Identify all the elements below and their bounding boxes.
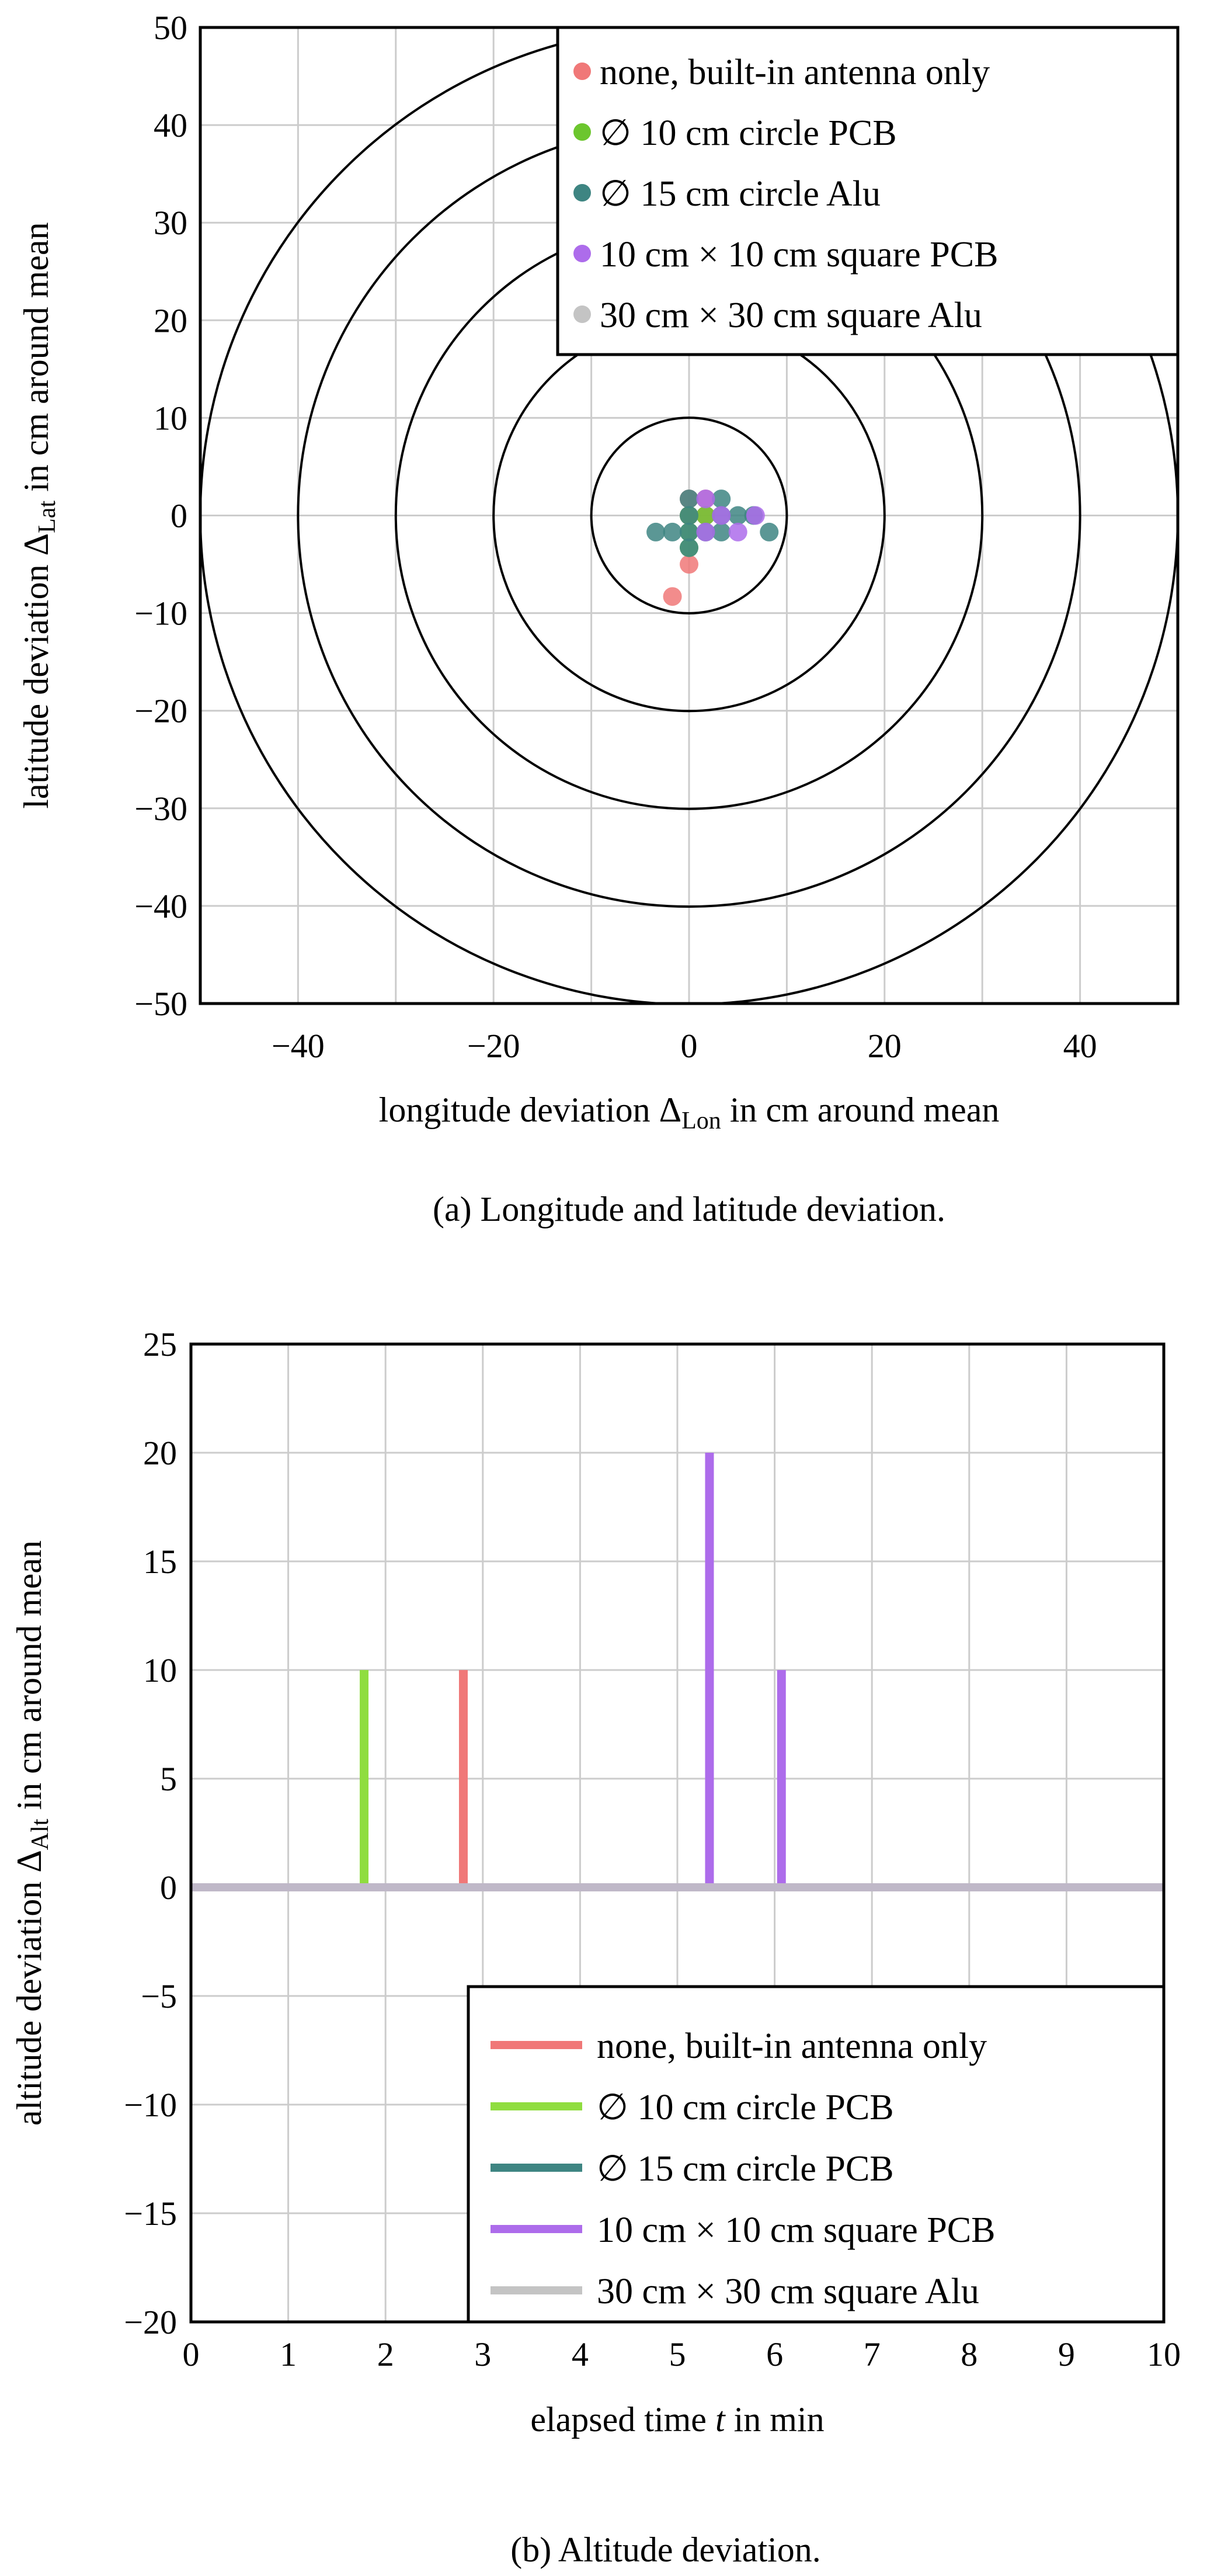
- y-tick-label: 30: [154, 204, 187, 242]
- data-point: [663, 522, 682, 541]
- legend: none, built-in antenna only ∅ 10 cm circl…: [467, 1985, 1166, 2324]
- legend-marker: [573, 184, 591, 202]
- x-tick-label: 1: [280, 2335, 297, 2373]
- legend-label: ∅ 15 cm circle Alu: [600, 174, 881, 214]
- data-point: [680, 522, 698, 541]
- series-3: [696, 489, 765, 541]
- x-tick-label: 3: [474, 2335, 491, 2373]
- x-label-text: elapsed time: [530, 2400, 715, 2439]
- y-tick-label: 20: [143, 1434, 177, 1472]
- x-label-text: longitude deviation Δ: [379, 1091, 682, 1129]
- x-axis-label: elapsed time t in min: [530, 2400, 824, 2439]
- legend-marker: [573, 123, 591, 141]
- data-point: [696, 506, 715, 525]
- y-tick-label: 10: [143, 1651, 177, 1689]
- x-tick-label: 40: [1063, 1027, 1097, 1065]
- y-tick-label: 15: [143, 1543, 177, 1581]
- y-tick-label: 5: [160, 1760, 177, 1798]
- y-tick-label: 10: [154, 399, 187, 437]
- y-axis-label: latitude deviation ΔLat in cm around mea…: [17, 222, 61, 808]
- data-point: [712, 522, 731, 541]
- caption-a: (a) Longitude and latitude deviation.: [433, 1190, 945, 1228]
- legend-label: 30 cm × 30 cm square Alu: [597, 2272, 979, 2311]
- data-point: [712, 506, 731, 525]
- data-point: [746, 506, 765, 525]
- y-tick-label: −20: [124, 2303, 177, 2341]
- x-tick-label: 8: [961, 2335, 978, 2373]
- data-point: [760, 522, 779, 541]
- data-point: [680, 538, 698, 557]
- x-tick-label: 0: [183, 2335, 200, 2373]
- x-tick-label: 6: [766, 2335, 783, 2373]
- y-label-text: in cm around mean: [10, 1540, 48, 1819]
- legend-marker: [573, 245, 591, 262]
- x-label-text: in cm around mean: [721, 1091, 1000, 1129]
- x-tick-label: 9: [1058, 2335, 1075, 2373]
- legend-label: none, built-in antenna only: [600, 53, 990, 92]
- y-label-subscript: Alt: [27, 1818, 54, 1850]
- y-tick-label: −30: [134, 790, 187, 828]
- data-point: [728, 522, 747, 541]
- x-tick-label: 0: [681, 1027, 698, 1065]
- data-point: [680, 506, 698, 525]
- x-tick-label: 20: [868, 1027, 902, 1065]
- y-label-text: in cm around mean: [17, 222, 55, 501]
- x-tick-label: −40: [272, 1027, 325, 1065]
- y-tick-label: 40: [154, 106, 187, 144]
- y-tick-label: 20: [154, 301, 187, 339]
- y-tick-label: 0: [160, 1869, 177, 1907]
- legend-marker: [573, 305, 591, 323]
- x-tick-label: 7: [864, 2335, 881, 2373]
- y-tick-label: −20: [134, 692, 187, 730]
- x-label-variable: t: [715, 2400, 726, 2439]
- x-tick-label: 10: [1147, 2335, 1181, 2373]
- x-label-text: in min: [725, 2400, 825, 2439]
- scatter-plot-lat-lon: −40 −20 0 20 40 50 40 30 20 10 0 −10 −20 −30 −40 −50 lon…: [17, 9, 1180, 1134]
- y-axis-label: altitude deviation ΔAlt in cm around mea…: [10, 1540, 54, 2126]
- line-plot-altitude: 0 1 2 3 4 5 6 7 8 9 10 25 20 15 10 5 0 −5 −10 −15 −20 elapsed…: [10, 1325, 1181, 2439]
- legend: none, built-in antenna only ∅ 10 cm circl…: [556, 26, 1180, 356]
- x-tick-label: −20: [467, 1027, 520, 1065]
- data-point: [680, 555, 698, 574]
- legend-label: ∅ 10 cm circle PCB: [600, 113, 897, 153]
- y-label-text: altitude deviation Δ: [10, 1850, 48, 2126]
- y-label-text: latitude deviation Δ: [17, 533, 55, 809]
- x-tick-label: 4: [572, 2335, 589, 2373]
- y-tick-label: 50: [154, 9, 187, 47]
- legend-box: [556, 26, 1180, 356]
- y-tick-label: 25: [143, 1325, 177, 1363]
- y-tick-label: −50: [134, 985, 187, 1023]
- reference-circle: [590, 416, 788, 615]
- data-point: [680, 489, 698, 509]
- x-axis-label: longitude deviation ΔLon in cm around me…: [379, 1091, 1000, 1134]
- y-tick-label: −15: [124, 2195, 177, 2233]
- caption-b: (b) Altitude deviation.: [510, 2530, 821, 2569]
- legend-label: 30 cm × 30 cm square Alu: [600, 296, 982, 335]
- data-point: [728, 506, 747, 525]
- legend-label: ∅ 10 cm circle PCB: [597, 2088, 894, 2127]
- x-tick-label: 2: [377, 2335, 394, 2373]
- data-point: [663, 587, 682, 606]
- data-point: [646, 522, 666, 541]
- y-tick-label: 0: [171, 497, 187, 535]
- data-point: [712, 489, 731, 509]
- legend-marker: [573, 63, 591, 80]
- data-point: [696, 489, 715, 509]
- x-label-subscript: Lon: [681, 1108, 721, 1134]
- legend-label: 10 cm × 10 cm square PCB: [597, 2210, 995, 2250]
- y-label-subscript: Lat: [34, 501, 61, 533]
- y-tick-label: −40: [134, 887, 187, 925]
- y-tick-label: −10: [124, 2086, 177, 2124]
- y-tick-label: −5: [141, 1977, 177, 2015]
- data-point: [696, 522, 715, 541]
- legend-box: [467, 1985, 1166, 2324]
- legend-label: none, built-in antenna only: [597, 2026, 987, 2066]
- y-tick-label: −10: [134, 595, 187, 633]
- legend-label: 10 cm × 10 cm square PCB: [600, 235, 998, 275]
- legend-label: ∅ 15 cm circle PCB: [597, 2149, 894, 2189]
- x-tick-label: 5: [669, 2335, 686, 2373]
